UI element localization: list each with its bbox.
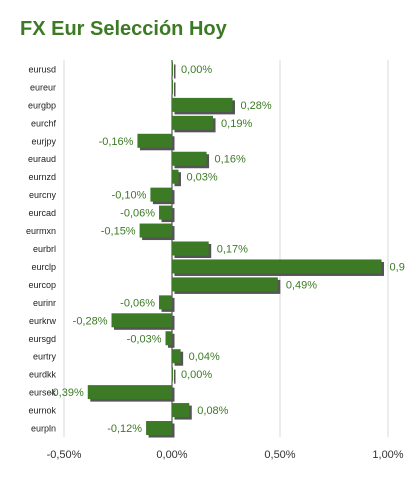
category-label: eurgbp	[28, 100, 56, 110]
x-tick-label: -0,50%	[47, 449, 82, 461]
x-tick-label: 0,00%	[156, 449, 187, 461]
value-label: -0,15%	[101, 226, 136, 238]
bar	[146, 421, 172, 436]
bar	[150, 187, 172, 202]
category-label: eursgd	[28, 334, 56, 344]
value-label: -0,28%	[73, 315, 108, 327]
category-label: eurchf	[31, 118, 57, 128]
value-label: 0,16%	[215, 154, 246, 166]
category-label: eurbrl	[33, 244, 56, 254]
category-label: eurcny	[29, 190, 57, 200]
bar	[159, 295, 172, 310]
bar	[172, 169, 179, 184]
category-label: eurcop	[28, 280, 56, 290]
category-label: eurkrw	[29, 316, 57, 326]
bar	[111, 313, 172, 328]
value-label: 0,17%	[217, 244, 248, 256]
value-label: 0,00%	[181, 64, 212, 76]
category-label: eurmxn	[26, 226, 56, 236]
value-label: 0,08%	[197, 405, 228, 417]
category-label: eureur	[30, 82, 56, 92]
x-tick-label: 1,00%	[372, 449, 403, 461]
category-label: eurnzd	[28, 172, 56, 182]
value-label: 0,49%	[286, 279, 317, 291]
bar	[137, 133, 172, 148]
category-label: eurjpy	[31, 136, 56, 146]
bar-shadow	[174, 369, 176, 384]
value-label: 0,04%	[189, 351, 220, 363]
bar	[172, 277, 278, 292]
category-label: eurinr	[33, 298, 56, 308]
category-label: eurclp	[31, 262, 56, 272]
bar	[165, 331, 172, 346]
bar	[172, 151, 207, 166]
category-label: eurpln	[31, 424, 56, 434]
category-label: eurnok	[28, 406, 56, 416]
value-label: 0,00%	[181, 369, 212, 381]
value-label: -0,03%	[127, 333, 162, 345]
bar	[159, 205, 172, 220]
value-label: -0,06%	[120, 297, 155, 309]
x-tick-label: 0,50%	[264, 449, 295, 461]
bar-shadow	[174, 82, 176, 97]
value-label: -0,10%	[112, 190, 147, 202]
category-label: eursek	[29, 388, 57, 398]
bar	[172, 403, 190, 418]
bar	[172, 349, 181, 364]
bar	[87, 385, 172, 400]
value-label: -0,12%	[107, 423, 142, 435]
bar	[172, 115, 214, 130]
bar	[172, 241, 209, 256]
bar-shadow	[174, 64, 176, 79]
value-label: -0,39%	[49, 387, 84, 399]
value-label: -0,16%	[99, 136, 134, 148]
value-label: 0,9	[390, 261, 405, 273]
value-label: -0,06%	[120, 208, 155, 220]
bar	[139, 223, 172, 238]
value-label: 0,28%	[240, 100, 271, 112]
category-label: euraud	[28, 154, 56, 164]
bar	[172, 259, 382, 274]
category-label: eurcad	[28, 208, 56, 218]
value-label: 0,03%	[186, 172, 217, 184]
bar	[171, 367, 173, 382]
chart-title: FX Eur Selección Hoy	[20, 18, 227, 40]
bar	[172, 97, 233, 112]
bar	[171, 79, 173, 94]
category-label: eurdkk	[29, 370, 57, 380]
category-label: eurusd	[28, 64, 56, 74]
bar	[171, 61, 173, 76]
value-label: 0,19%	[221, 118, 252, 130]
category-label: eurtry	[33, 352, 57, 362]
